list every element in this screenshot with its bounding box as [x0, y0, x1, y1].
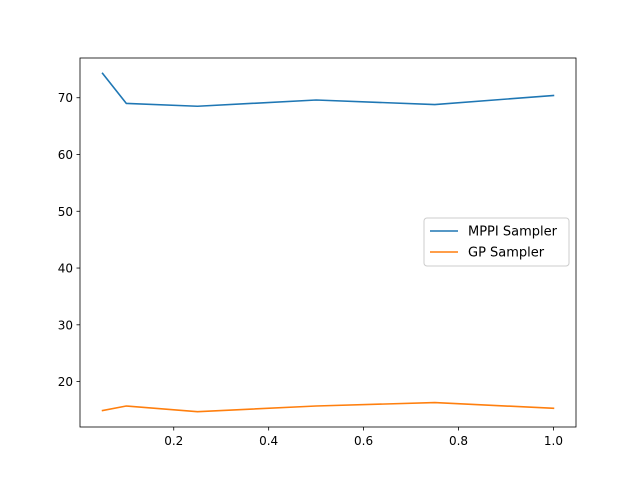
- legend-label: MPPI Sampler: [468, 225, 558, 240]
- y-tick-label: 40: [58, 262, 73, 276]
- legend: MPPI Sampler GP Sampler: [423, 217, 570, 267]
- x-tick-label: 0.8: [449, 434, 468, 448]
- x-tick-label: 1.0: [544, 434, 563, 448]
- x-tick-label: 0.6: [354, 434, 373, 448]
- y-tick-label: 30: [58, 318, 73, 332]
- series-layer: [101, 72, 555, 413]
- x-axis: 0.2 0.4 0.6 0.8 1.0: [164, 427, 563, 448]
- y-tick-label: 60: [58, 148, 73, 162]
- series-line-2: [101, 401, 555, 413]
- y-axis: 20 30 40 50 60 70: [58, 91, 80, 389]
- y-tick-label: 70: [58, 91, 73, 105]
- plot-frame: [79, 57, 577, 428]
- legend-box: [423, 217, 570, 267]
- x-tick-label: 0.4: [259, 434, 278, 448]
- series-line-1: [101, 72, 555, 108]
- y-tick-label: 50: [58, 205, 73, 219]
- x-tick-label: 0.2: [164, 434, 183, 448]
- y-tick-label: 20: [58, 375, 73, 389]
- legend-label: GP Sampler: [468, 246, 545, 261]
